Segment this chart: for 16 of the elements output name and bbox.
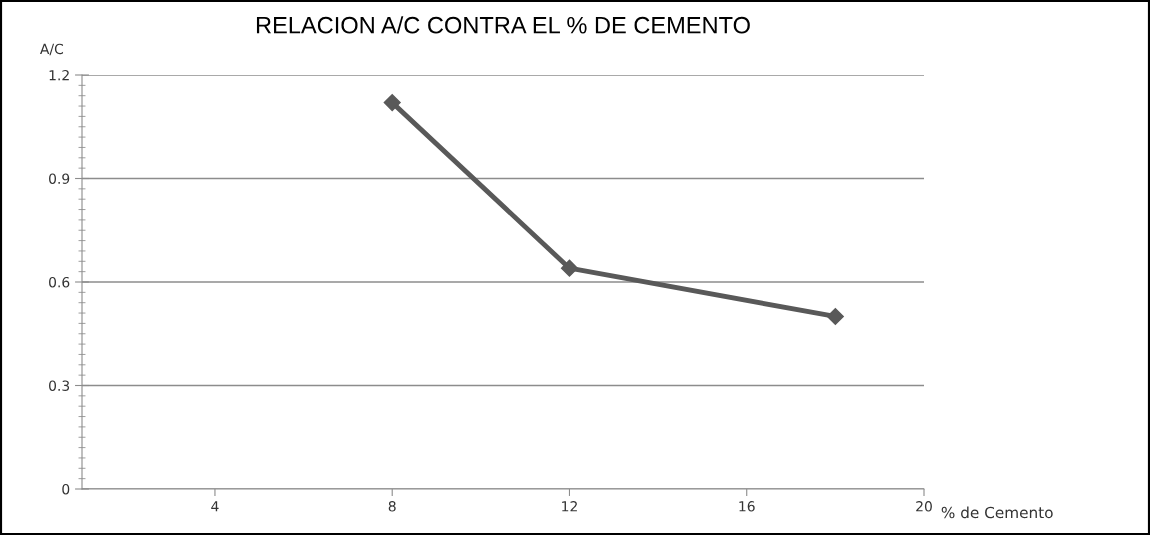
y-tick-label: 0.3 (49, 380, 70, 391)
y-tick-label: 0.9 (49, 173, 70, 184)
y-tick-label: 0 (62, 483, 70, 495)
x-tick-label: 8 (388, 501, 396, 512)
y-tick-label: 0.6 (49, 276, 70, 288)
x-tick-label: 20 (916, 501, 932, 512)
point (383, 94, 401, 112)
chart-title: RELACION A/C CONTRA EL % DE CEMENTO (256, 16, 750, 34)
point (826, 307, 844, 326)
y-axis-title: A/C (40, 43, 64, 56)
point (560, 259, 579, 277)
y-tick-label: 1.2 (49, 69, 69, 81)
x-axis-title: % de Cemento (941, 506, 1053, 519)
x-tick-label: 16 (739, 501, 755, 512)
x-tick-label: 4 (211, 501, 219, 512)
x-tick-label: 12 (562, 501, 577, 512)
